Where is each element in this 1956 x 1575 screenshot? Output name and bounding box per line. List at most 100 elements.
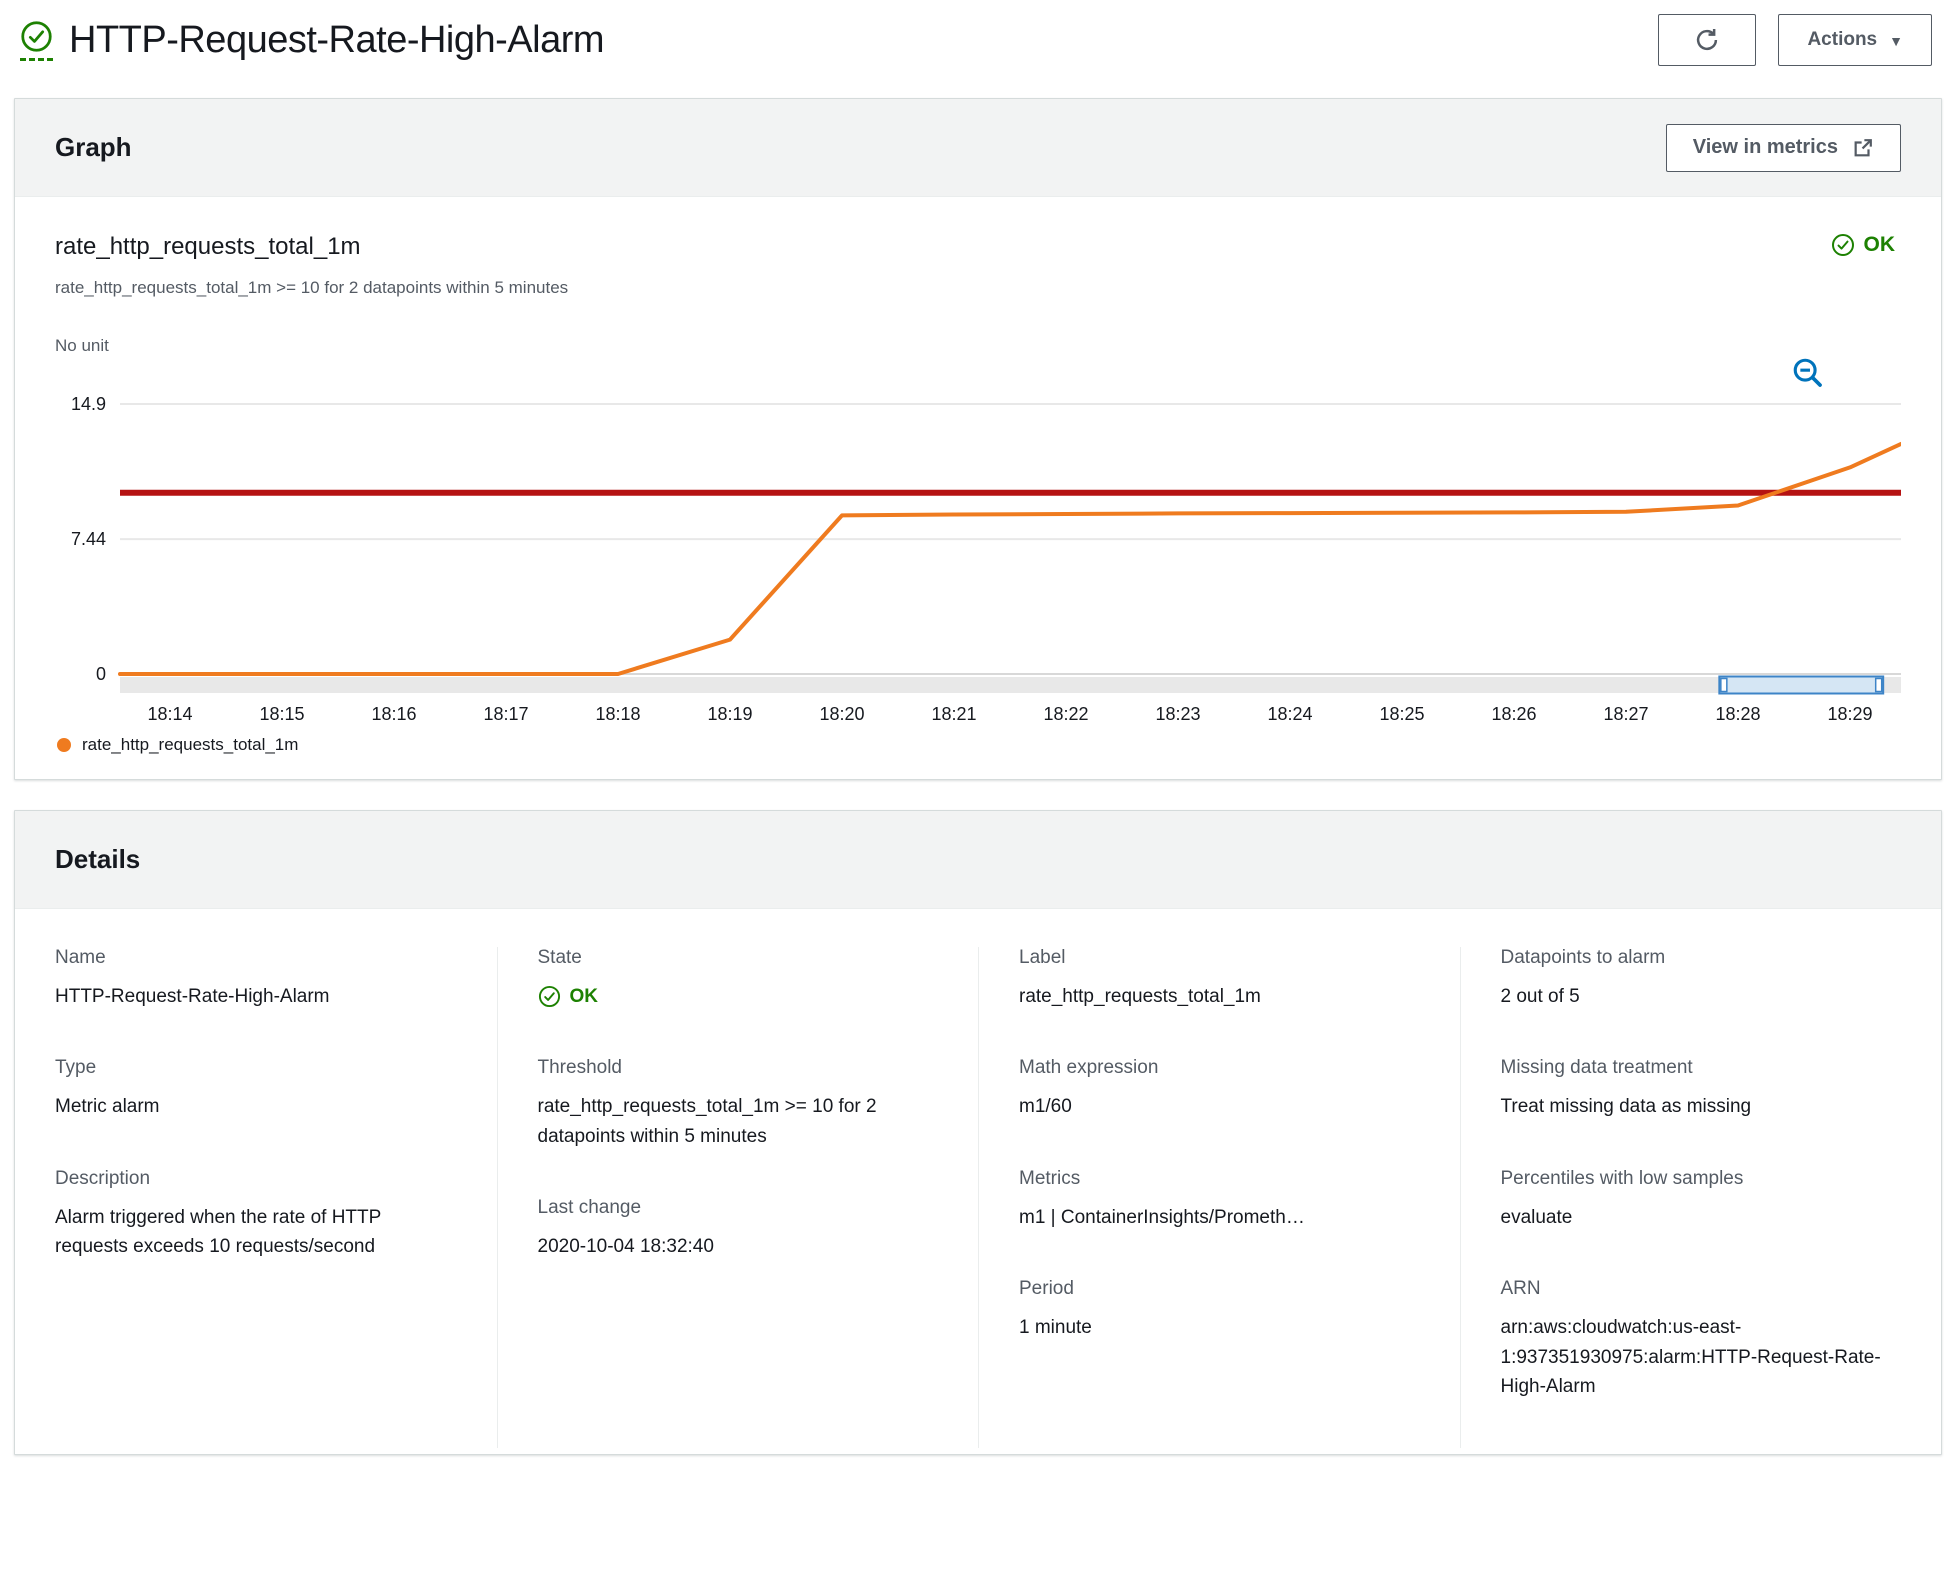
check-circle-icon (538, 986, 560, 1008)
detail-field-last-change: Last change 2020-10-04 18:32:40 (538, 1197, 939, 1261)
detail-label: Type (55, 1057, 97, 1079)
x-tick-label: 18:25 (1379, 704, 1424, 724)
details-card: Details Name HTTP-Request-Rate-High-Alarm… (14, 810, 1942, 1455)
time-scrollbar-track[interactable] (120, 677, 1901, 693)
chevron-down-icon: ▼ (1889, 33, 1903, 49)
x-tick-label: 18:29 (1827, 704, 1872, 724)
detail-value: OK (538, 982, 939, 1011)
detail-field-name: Name HTTP-Request-Rate-High-Alarm (55, 947, 457, 1011)
x-tick-label: 18:21 (931, 704, 976, 724)
actions-button-label: Actions (1807, 29, 1878, 50)
detail-value: Alarm triggered when the rate of HTTP re… (55, 1206, 381, 1258)
y-tick-label: 0 (96, 664, 106, 684)
detail-field-type: Type Metric alarm (55, 1057, 457, 1121)
detail-label: Period (1019, 1278, 1074, 1300)
slider-right-handle[interactable] (1874, 677, 1883, 693)
detail-field-datapoints-to-alarm: Datapoints to alarm 2 out of 5 (1501, 947, 1902, 1011)
legend-color-dot (57, 738, 71, 752)
detail-label: Last change (537, 1197, 642, 1219)
refresh-button[interactable] (1658, 14, 1757, 66)
detail-value: Treat missing data as missing (1500, 1096, 1752, 1118)
metric-series-line (118, 441, 1903, 676)
detail-label: Label (1019, 947, 1066, 968)
y-axis-unit-label: No unit (55, 336, 109, 355)
x-tick-label: 18:27 (1603, 704, 1648, 724)
chart-legend[interactable]: rate_http_requests_total_1m (55, 735, 1901, 755)
graph-card-title: Graph (55, 132, 132, 162)
time-range-slider[interactable] (1718, 675, 1885, 695)
alarm-status-text: OK (1863, 233, 1896, 256)
detail-label: Name (55, 947, 106, 968)
detail-label: Metrics (1019, 1167, 1081, 1189)
alarm-status-badge: OK (1831, 233, 1896, 257)
external-link-icon (1852, 137, 1874, 159)
x-tick-label: 18:14 (147, 704, 192, 724)
page-header: HTTP-Request-Rate-High-Alarm Actions ▼ (14, 0, 1942, 76)
chart-area: 14.9 7.44 0 18:14 18:15 18:16 18:17 18:18 18:19 1… (55, 358, 1903, 731)
detail-field-period: Period 1 minute (1019, 1278, 1420, 1342)
chart-title: rate_http_requests_total_1m (55, 233, 361, 260)
view-in-metrics-label: View in metrics (1692, 136, 1838, 158)
detail-field-state: State OK (538, 947, 939, 1011)
x-tick-label: 18:26 (1491, 704, 1536, 724)
detail-value: HTTP-Request-Rate-High-Alarm (55, 986, 330, 1007)
page-title: HTTP-Request-Rate-High-Alarm (69, 18, 605, 61)
detail-label: Math expression (1019, 1057, 1159, 1079)
detail-field-missing-data-treatment: Missing data treatment Treat missing data… (1501, 1057, 1902, 1121)
detail-value: rate_http_requests_total_1m (1019, 986, 1261, 1007)
details-card-header: Details (15, 811, 1941, 909)
x-tick-label: 18:17 (483, 704, 528, 724)
zoom-out-icon[interactable] (1791, 356, 1825, 390)
view-in-metrics-button[interactable]: View in metrics (1665, 123, 1901, 172)
detail-value: evaluate (1500, 1206, 1573, 1228)
detail-field-percentiles-with-low-samples: Percentiles with low samples evaluate (1501, 1168, 1902, 1232)
detail-field-arn: ARN arn:aws:cloudwatch:us-east-1:93735193… (1501, 1278, 1902, 1401)
detail-label: Datapoints to alarm (1500, 947, 1666, 968)
details-card-title: Details (55, 844, 141, 874)
x-tick-label: 18:28 (1715, 704, 1760, 724)
detail-label: ARN (1500, 1278, 1541, 1300)
alarm-state-ok-icon (20, 20, 53, 61)
x-tick-label: 18:15 (259, 704, 304, 724)
detail-value: m1/60 (1019, 1096, 1072, 1118)
detail-value: m1 | ContainerInsights/Prometh… (1019, 1206, 1305, 1228)
actions-button[interactable]: Actions ▼ (1778, 14, 1932, 66)
refresh-icon (1694, 27, 1720, 53)
detail-value: arn:aws:cloudwatch:us-east-1:93735193097… (1500, 1317, 1881, 1398)
detail-value: 1 minute (1019, 1317, 1092, 1339)
detail-label: State (537, 947, 582, 968)
x-tick-label: 18:16 (371, 704, 416, 724)
x-tick-label: 18:24 (1267, 704, 1312, 724)
detail-label: Percentiles with low samples (1500, 1167, 1744, 1189)
detail-field-math-expression: Math expression m1/60 (1019, 1057, 1420, 1121)
detail-value: 2 out of 5 (1500, 986, 1580, 1007)
graph-card-header: Graph View in metrics (15, 99, 1941, 197)
y-tick-label: 14.9 (71, 394, 106, 414)
x-tick-label: 18:22 (1043, 704, 1088, 724)
chart-subtitle: rate_http_requests_total_1m >= 10 for 2 … (55, 278, 569, 297)
x-tick-label: 18:20 (819, 704, 864, 724)
metric-line-chart: 14.9 7.44 0 18:14 18:15 18:16 18:17 18:18 18:19 1… (55, 362, 1903, 731)
details-column-1: Name HTTP-Request-Rate-High-Alarm Type Metr… (15, 947, 497, 1448)
details-grid: Name HTTP-Request-Rate-High-Alarm Type Metr… (15, 909, 1941, 1454)
y-tick-label: 7.44 (71, 529, 106, 549)
detail-value: 2020-10-04 18:32:40 (537, 1236, 714, 1258)
detail-value: Metric alarm (55, 1096, 160, 1118)
detail-label: Threshold (537, 1057, 623, 1079)
detail-field-description: Description Alarm triggered when the rate… (55, 1168, 457, 1262)
details-column-3: Label rate_http_requests_total_1m Math exp… (978, 947, 1460, 1448)
detail-value: rate_http_requests_total_1m >= 10 for 2 … (537, 1096, 877, 1147)
slider-left-handle[interactable] (1720, 677, 1728, 693)
x-tick-label: 18:23 (1155, 704, 1200, 724)
x-tick-label: 18:19 (707, 704, 752, 724)
detail-label: Missing data treatment (1500, 1057, 1693, 1079)
legend-label: rate_http_requests_total_1m (82, 735, 299, 754)
details-column-2: State OK Threshold rate_http_requests_tota… (496, 947, 979, 1448)
graph-card: Graph View in metrics rate_http_requests… (14, 98, 1942, 780)
details-column-4: Datapoints to alarm 2 out of 5 Missing dat… (1459, 947, 1942, 1448)
detail-field-threshold: Threshold rate_http_requests_total_1m >= … (538, 1057, 939, 1151)
x-tick-label: 18:18 (595, 704, 640, 724)
detail-field-label: Label rate_http_requests_total_1m (1019, 947, 1420, 1011)
check-circle-icon (1831, 233, 1855, 257)
detail-label: Description (55, 1167, 151, 1189)
